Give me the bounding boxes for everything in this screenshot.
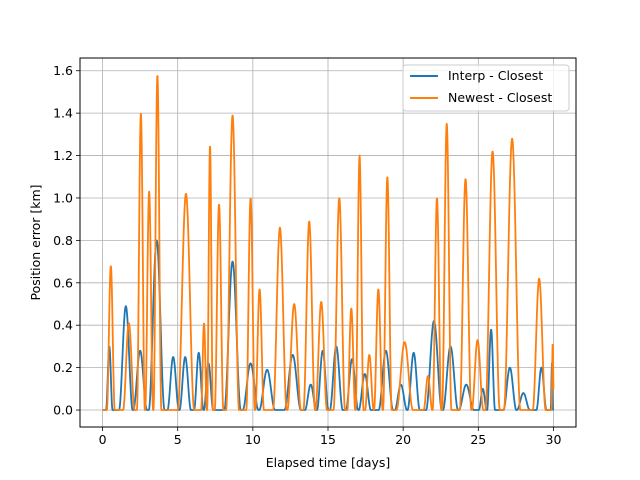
y-tick-label: 0.2 <box>53 360 73 375</box>
y-tick-label: 0.4 <box>53 318 73 333</box>
x-tick-label: 0 <box>99 432 107 447</box>
y-axis-title: Position error [km] <box>28 184 43 300</box>
x-axis: 0 5 10 15 20 25 30 <box>99 427 562 447</box>
y-tick-label: 1.2 <box>53 148 73 163</box>
x-tick-label: 25 <box>470 432 486 447</box>
legend-label-newest: Newest - Closest <box>448 90 552 105</box>
legend-box <box>402 64 570 112</box>
x-axis-title: Elapsed time [days] <box>266 455 391 470</box>
x-tick-label: 15 <box>320 432 336 447</box>
y-tick-label: 0.8 <box>53 233 73 248</box>
y-axis: 0.0 0.2 0.4 0.6 0.8 1.0 1.2 1.4 1.6 <box>53 63 80 418</box>
series-lines <box>101 75 555 411</box>
x-tick-label: 20 <box>395 432 411 447</box>
series-line-newest-closest <box>101 75 555 411</box>
y-tick-label: 1.4 <box>53 106 73 121</box>
x-tick-label: 30 <box>546 432 562 447</box>
legend-label-interp: Interp - Closest <box>448 68 543 83</box>
y-tick-label: 1.6 <box>53 63 73 78</box>
legend: Interp - Closest Newest - Closest <box>402 64 570 112</box>
y-tick-label: 0.0 <box>53 403 73 418</box>
y-tick-label: 0.6 <box>53 275 73 290</box>
x-tick-label: 10 <box>245 432 261 447</box>
y-tick-label: 1.0 <box>53 190 73 205</box>
x-tick-label: 5 <box>174 432 182 447</box>
